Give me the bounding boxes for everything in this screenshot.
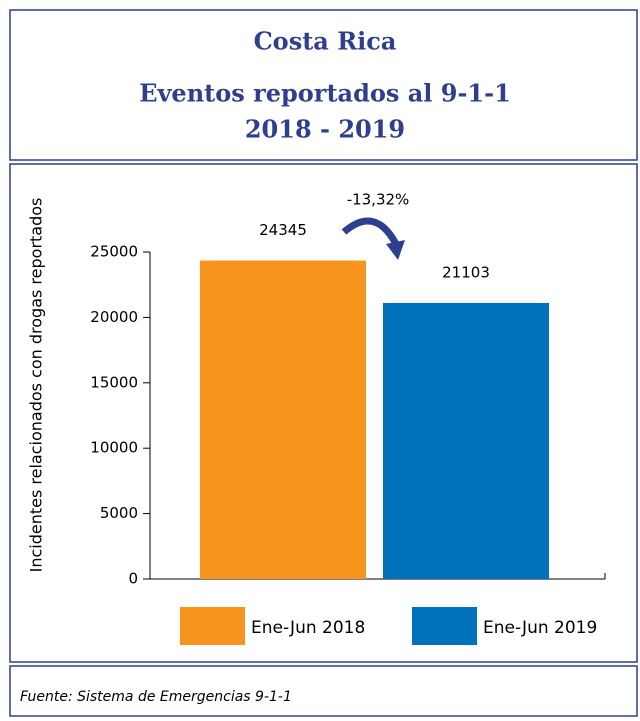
subtitle: Eventos reportados al 9-1-1 — [139, 79, 511, 108]
footer-box — [9, 665, 638, 717]
y-tick-label: 10000 — [90, 439, 138, 457]
y-tick-label: 5000 — [100, 504, 138, 522]
value-label: 24345 — [259, 221, 307, 239]
y-axis-label: Incidentes relacionados con drogas repor… — [27, 198, 46, 573]
y-tick-label: 20000 — [90, 308, 138, 326]
y-tick-label: 15000 — [90, 373, 138, 391]
legend-swatch — [180, 607, 245, 645]
y-tick-label: 0 — [128, 570, 138, 588]
legend-swatch — [412, 607, 477, 645]
arrow — [341, 217, 400, 246]
title-box — [9, 9, 638, 161]
value-label: 21103 — [442, 263, 490, 281]
y-tick-label: 25000 — [90, 243, 138, 261]
annotation: -13,32% — [347, 191, 410, 209]
title: Costa Rica — [254, 27, 397, 56]
years: 2018 - 2019 — [245, 115, 405, 144]
arrow-head — [386, 240, 405, 260]
source: Fuente: Sistema de Emergencias 9-1-1 — [20, 689, 292, 705]
bar — [200, 260, 366, 579]
bar — [383, 302, 549, 579]
legend-label: Ene-Jun 2019 — [483, 618, 597, 638]
legend-label: Ene-Jun 2018 — [251, 618, 365, 638]
